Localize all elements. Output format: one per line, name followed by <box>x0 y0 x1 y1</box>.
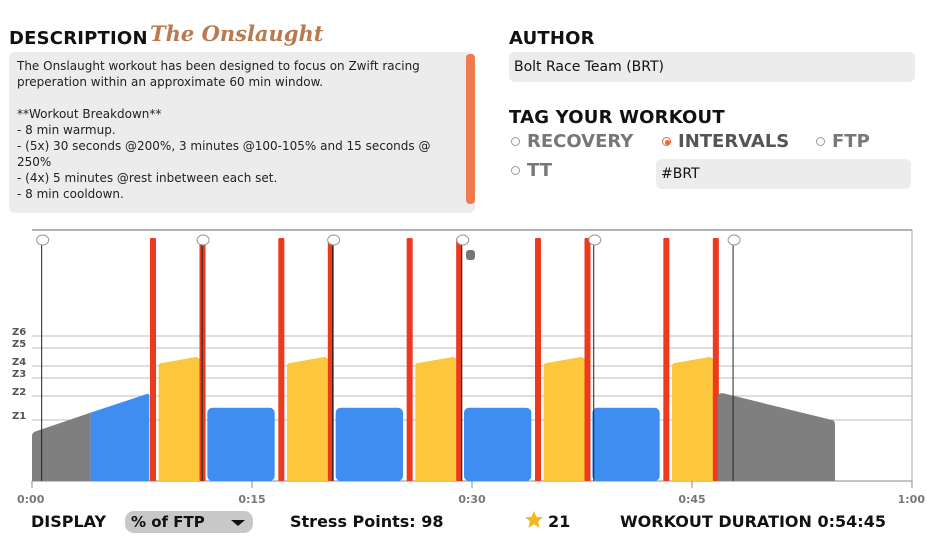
segment-sprint-250[interactable] <box>456 238 463 481</box>
rating-count: 21 <box>548 512 571 531</box>
radio-tt[interactable] <box>511 166 520 175</box>
tick-label: 0:15 <box>238 493 265 506</box>
description-textarea[interactable]: The Onslaught workout has been designed … <box>9 52 475 260</box>
chevron-down-icon <box>231 520 245 526</box>
description-text: The Onslaught workout has been designed … <box>17 59 431 201</box>
segment-rest[interactable] <box>592 407 660 481</box>
zone-label-z1: Z1 <box>12 411 26 422</box>
author-header: AUTHOR <box>509 28 595 49</box>
text-event-markers[interactable] <box>36 234 741 481</box>
segment-rest[interactable] <box>464 407 532 481</box>
segment-threshold[interactable] <box>287 356 328 481</box>
segment-threshold[interactable] <box>543 356 585 481</box>
zone-label-z3: Z3 <box>12 369 26 380</box>
description-header: DESCRIPTION <box>9 28 148 49</box>
hashtag-field[interactable]: #BRT <box>656 159 911 189</box>
message-bubble-icon[interactable] <box>727 234 741 246</box>
time-axis: 0:00 0:15 0:30 0:45 1:00 <box>17 481 925 506</box>
segment-sprint-200[interactable] <box>535 238 541 481</box>
tick-label: 1:00 <box>898 493 926 506</box>
tag-ftp-label: FTP <box>832 131 870 152</box>
tag-intervals[interactable]: INTERVALS <box>662 131 789 152</box>
segment-threshold[interactable] <box>672 356 713 481</box>
message-bubble-icon[interactable] <box>456 234 470 246</box>
description-scrollbar-end[interactable] <box>466 250 475 260</box>
message-bubble-icon[interactable] <box>327 234 341 246</box>
hashtag-value: #BRT <box>661 166 700 182</box>
segment-sprint-200[interactable] <box>663 238 670 481</box>
tick-label: 0:00 <box>17 493 45 506</box>
segment-rest[interactable] <box>207 407 275 481</box>
segment-threshold[interactable] <box>415 356 457 481</box>
segment-warmup-low[interactable] <box>32 412 91 481</box>
segment-threshold[interactable] <box>158 356 200 481</box>
tick-label: 0:45 <box>678 493 705 506</box>
segment-sprint-250[interactable] <box>712 238 719 481</box>
radio-intervals[interactable] <box>662 137 671 146</box>
message-bubble-icon[interactable] <box>36 234 50 246</box>
star-icon <box>524 510 544 530</box>
segment-sprint-200[interactable] <box>150 238 156 481</box>
segment-sprint-250[interactable] <box>584 238 591 481</box>
author-value: Bolt Race Team (BRT) <box>514 59 665 75</box>
segment-cooldown[interactable] <box>717 393 835 481</box>
radio-ftp[interactable] <box>816 137 825 146</box>
zone-label-z5: Z5 <box>12 339 26 350</box>
tag-tt-label: TT <box>527 160 552 181</box>
tag-intervals-label: INTERVALS <box>678 131 790 152</box>
tag-ftp[interactable]: FTP <box>816 131 870 152</box>
segment-sprint-200[interactable] <box>278 238 285 481</box>
author-field[interactable]: Bolt Race Team (BRT) <box>509 52 915 82</box>
tag-recovery-label: RECOVERY <box>527 131 634 152</box>
tags-header: TAG YOUR WORKOUT <box>509 107 725 128</box>
segment-rest[interactable] <box>335 407 403 481</box>
segment-sprint-200[interactable] <box>406 238 413 481</box>
tag-recovery[interactable]: RECOVERY <box>511 131 633 152</box>
message-bubble-icon[interactable] <box>196 234 210 246</box>
description-scrollbar[interactable] <box>466 54 475 204</box>
zone-label-z2: Z2 <box>12 387 26 398</box>
tag-tt[interactable]: TT <box>511 160 552 181</box>
radio-recovery[interactable] <box>511 137 520 146</box>
segment-warmup-high[interactable] <box>90 393 150 481</box>
stress-points: Stress Points: 98 <box>290 512 444 531</box>
workout-name[interactable]: The Onslaught <box>150 21 324 46</box>
tick-label: 0:30 <box>458 493 486 506</box>
workout-duration: WORKOUT DURATION 0:54:45 <box>620 512 886 531</box>
zone-label-z4: Z4 <box>12 357 26 368</box>
message-bubble-icon[interactable] <box>588 234 602 246</box>
display-dropdown-value: % of FTP <box>131 513 205 531</box>
zone-label-z6: Z6 <box>12 327 26 338</box>
workout-segments[interactable] <box>32 238 835 481</box>
display-dropdown[interactable]: % of FTP <box>125 511 253 533</box>
display-label: DISPLAY <box>31 512 107 531</box>
